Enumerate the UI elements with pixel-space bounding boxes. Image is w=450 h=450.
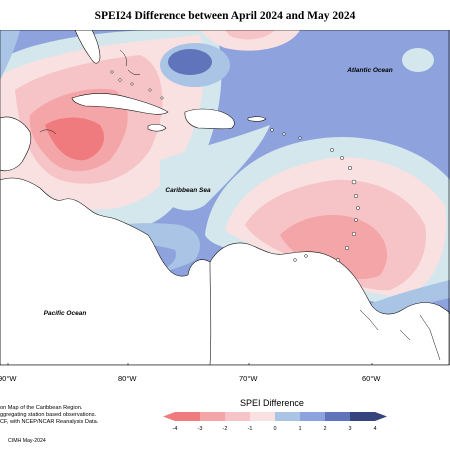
legend-tick-label: 0 [273,426,276,432]
anomaly-region-west-edge [0,30,20,80]
label-atlantic-ocean: Atlantic Ocean [346,67,393,74]
hispaniola [184,108,235,130]
anomaly-region-east [205,136,450,315]
legend-swatch [350,412,375,421]
land-masses [0,30,450,365]
legend-tick-label: 2 [323,426,326,432]
florida [74,30,101,64]
legend-arrow-max [375,412,387,421]
legend-swatch [300,412,325,421]
legend-swatch [325,412,350,421]
legend-swatch [275,412,300,421]
cuba [71,93,169,115]
legend-swatch [200,412,225,421]
yucatan-peninsula [0,116,32,172]
legend-swatch [250,412,275,421]
map-notes: on Map of the Caribbean Region. ggregati… [0,405,98,426]
legend-tick-label: 3 [348,426,351,432]
lon-label-70w: 70°W [239,374,258,383]
legend-tick-label: 1 [298,426,301,432]
legend-title: SPEI Difference [240,398,304,408]
legend-tick-label: -2 [223,426,228,432]
note-line-3: CF, with NCEP/NCAR Reanalysis Data. [0,419,99,425]
map-frame [0,30,450,366]
legend-swatch [175,412,200,421]
legend-arrow-min [163,412,175,421]
credit-text: CIMH May-2024 [8,438,46,444]
jamaica [147,123,167,132]
anomaly-region-atlantic-patch [402,48,434,72]
map-title: SPEI24 Difference between April 2024 and… [94,10,356,22]
note-line-1: on Map of the Caribbean Region. [0,405,83,411]
lon-label-60w: 60°W [362,374,381,383]
legend-swatch [225,412,250,421]
color-legend: -4 -3 -2 -1 0 1 2 3 4 [163,412,387,432]
puerto-rico [247,116,267,122]
coastline-details [39,49,441,361]
central-america [0,177,237,365]
legend-tick-label: -1 [248,426,253,432]
label-pacific-ocean: Pacific Ocean [44,310,87,317]
legend-tick-label: 4 [373,426,376,432]
anomaly-region-central-band [160,125,270,211]
spei-difference-map: Atlantic Ocean Caribbean Sea Pacific Oce… [0,30,450,366]
legend-tick-label: -3 [198,426,203,432]
longitude-ticks [7,363,373,365]
lon-label-90w: 90°W [0,374,17,383]
lon-label-80w: 80°W [118,374,137,383]
legend-tick-label: -4 [173,426,178,432]
note-line-2: ggregating station based observations. [0,412,97,418]
label-caribbean-sea: Caribbean Sea [165,187,211,194]
lesser-antilles [110,70,360,262]
